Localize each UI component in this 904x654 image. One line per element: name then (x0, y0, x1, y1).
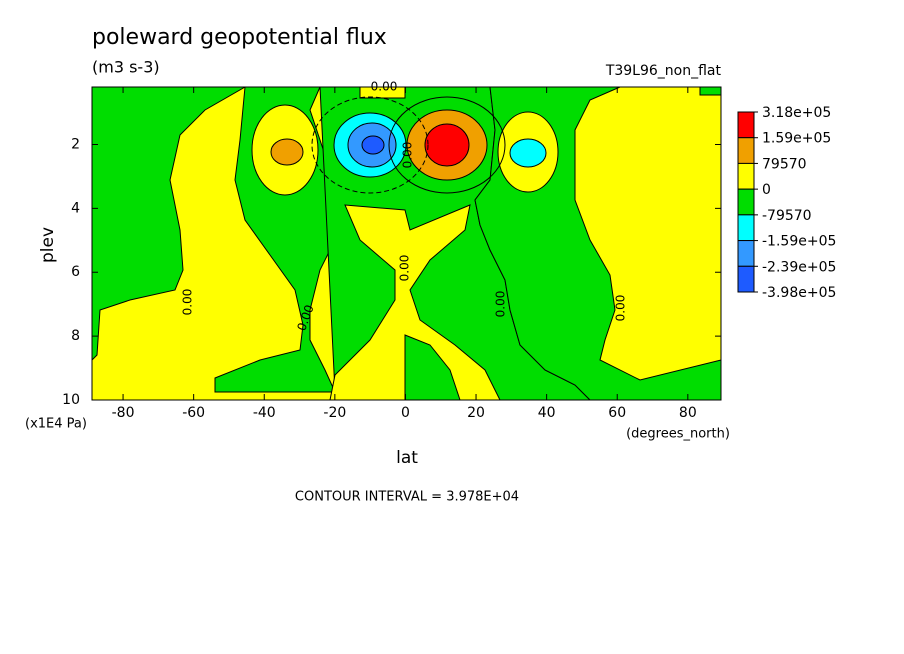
colorbar-box (737, 162, 755, 190)
y-tick-label: 2 (71, 136, 80, 152)
x-tick-label: 60 (608, 405, 626, 421)
contour-label: 0.00 (181, 289, 195, 316)
colorbar-label: 79570 (762, 156, 807, 172)
colorbar-label: -3.98e+05 (762, 285, 836, 301)
x-tick-label: -20 (323, 405, 346, 421)
colorbar-box (737, 137, 755, 164)
contour-label: 0.00 (614, 295, 628, 322)
x-tick-label: 40 (538, 405, 556, 421)
colorbar-box (737, 214, 755, 242)
x-tick-label: -60 (182, 405, 205, 421)
y-axis-unit: (x1E4 Pa) (25, 417, 87, 432)
colorbar-label: -2.39e+05 (762, 259, 836, 275)
contour-region (329, 204, 501, 401)
y-tick-label: 4 (71, 200, 80, 216)
x-tick-label: 20 (467, 405, 485, 421)
plot-area (91, 86, 722, 401)
colorbar-box (737, 240, 755, 267)
colorbar-label: -79570 (762, 208, 812, 224)
x-tick-label: 80 (679, 405, 697, 421)
chart-title: poleward geopotential flux (92, 25, 387, 50)
contour-region (699, 86, 722, 96)
chart-subtitle: (m3 s-3) (92, 58, 160, 77)
contour-label: 0.00 (371, 80, 398, 94)
x-tick-label: -40 (253, 405, 276, 421)
contour-region (424, 123, 470, 167)
colorbar-label: 1.59e+05 (762, 131, 831, 147)
contour-label: 0.00 (398, 255, 412, 282)
colorbar-box (737, 188, 755, 216)
contour-line (388, 96, 506, 194)
x-axis-unit: (degrees_north) (626, 427, 730, 442)
plot-frame (91, 86, 722, 401)
colorbar-label: 3.18e+05 (762, 105, 831, 121)
annotation: CONTOUR INTERVAL = 3.978E+04 (295, 490, 519, 505)
contour-region (270, 138, 304, 166)
contour-label: 0.00 (401, 142, 415, 169)
contour-line (311, 96, 429, 194)
colorbar-label: -1.59e+05 (762, 234, 836, 250)
y-tick-label: 8 (71, 328, 80, 344)
x-tick-label: 0 (401, 405, 410, 421)
y-tick-label: 10 (62, 392, 80, 408)
contour-label: 0.00 (494, 291, 508, 318)
x-axis-label: lat (396, 448, 418, 468)
contour-region (361, 135, 385, 155)
x-tick-label: -80 (112, 405, 135, 421)
contour-region (91, 86, 247, 362)
contour-region (509, 138, 547, 168)
colorbar-box (737, 111, 755, 139)
y-axis-label: plev (38, 227, 58, 263)
colorbar-label: 0 (762, 182, 771, 198)
colorbar-box (737, 265, 755, 293)
y-tick-label: 6 (71, 264, 80, 280)
run-label: T39L96_non_flat (605, 63, 722, 79)
contour-region (404, 334, 461, 401)
